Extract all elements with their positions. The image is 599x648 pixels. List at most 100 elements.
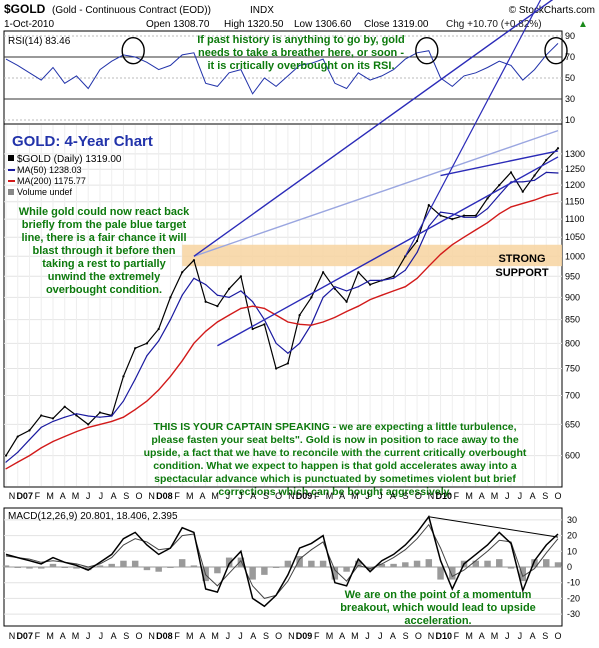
ma200-point bbox=[357, 305, 359, 307]
rsi-panel: 90 70 50 30 10 RSI(14) 83.46 If past history… bbox=[3, 30, 575, 125]
macd-histogram-bar bbox=[143, 567, 151, 571]
macd-panel: 30 20 10 0 -10 -20 -30 MACD(12,26,9) 20.801, 1… bbox=[2, 507, 580, 627]
left-note-line-7: overbought condition. bbox=[46, 284, 162, 296]
bottom-note-line-3: upside, a fact that we have to reconcile… bbox=[144, 447, 527, 459]
x-axis-label-macd: J bbox=[99, 631, 104, 641]
ma50-point bbox=[357, 286, 359, 288]
header-low: Low 1306.60 bbox=[294, 19, 352, 30]
ma200-point bbox=[381, 294, 383, 296]
ma50-point bbox=[99, 416, 101, 418]
bottom-note-line-2: please fasten your seat belts". Gold is … bbox=[151, 434, 518, 446]
price-point bbox=[16, 435, 19, 438]
ma200-point bbox=[510, 206, 512, 208]
x-axis-label-price: M bbox=[186, 491, 194, 501]
support-label-line-1: STRONG bbox=[498, 253, 545, 265]
x-axis-label-macd: D07 bbox=[16, 631, 33, 641]
ma200-line bbox=[5, 192, 559, 470]
ma50-point bbox=[475, 216, 477, 218]
price-tick-label: 600 bbox=[565, 451, 580, 461]
ma50-point bbox=[404, 269, 406, 271]
ma200-point bbox=[240, 307, 242, 309]
x-axis-label-price: O bbox=[554, 491, 561, 501]
price-point bbox=[310, 296, 313, 299]
macd-tick-label: -20 bbox=[567, 593, 580, 603]
ma50-point bbox=[369, 279, 371, 282]
x-axis-label-macd: D08 bbox=[156, 631, 173, 641]
price-point bbox=[415, 239, 419, 243]
x-axis-label-price: O bbox=[135, 491, 142, 501]
x-axis-label-price: A bbox=[479, 491, 485, 501]
macd-histogram bbox=[2, 556, 562, 582]
ma200-point bbox=[428, 265, 430, 267]
ma200-point bbox=[557, 192, 559, 194]
price-point bbox=[486, 197, 489, 200]
left-note-line-3: line, there is a fair chance it will bbox=[21, 232, 186, 244]
ma50-point bbox=[322, 296, 324, 298]
rsi-label: RSI(14) 83.46 bbox=[8, 36, 71, 47]
x-axis-label-price: A bbox=[60, 491, 66, 501]
macd-histogram-bar bbox=[507, 567, 515, 569]
macd-histogram-bar bbox=[155, 567, 162, 572]
price-point bbox=[556, 147, 560, 150]
ma200-point bbox=[52, 440, 54, 443]
ma200-point bbox=[299, 323, 301, 325]
x-axis-label-price: S bbox=[403, 491, 409, 501]
macd-histogram-bar bbox=[449, 567, 456, 580]
price-point bbox=[333, 287, 336, 290]
ma50-point bbox=[205, 283, 207, 286]
ma200-point bbox=[545, 195, 547, 197]
macd-histogram-bar bbox=[472, 560, 480, 567]
ma200-point bbox=[486, 222, 489, 224]
price-point bbox=[145, 342, 149, 345]
price-tick-label: 900 bbox=[565, 292, 580, 302]
target-line bbox=[193, 129, 559, 257]
ma200-point bbox=[122, 416, 125, 418]
price-point bbox=[169, 296, 172, 299]
x-axis-label-macd: M bbox=[72, 631, 80, 641]
macd-histogram-bar bbox=[425, 559, 433, 567]
x-axis-label-macd: S bbox=[263, 631, 269, 641]
legend-ma50: MA(50) 1238.03 bbox=[17, 165, 82, 175]
macd-histogram-bar bbox=[308, 560, 315, 567]
x-axis-label-price: O bbox=[275, 491, 282, 501]
price-point bbox=[427, 204, 430, 207]
macd-trendline bbox=[428, 516, 559, 538]
rsi-overbought-markers bbox=[121, 37, 568, 65]
macd-histogram-bar bbox=[178, 559, 186, 567]
x-axis-label-price: N bbox=[428, 491, 435, 501]
ma200-point bbox=[310, 324, 312, 326]
price-point bbox=[228, 287, 231, 290]
ma200-point bbox=[345, 310, 348, 313]
x-axis-label-macd: M bbox=[465, 631, 473, 641]
ma50-point bbox=[240, 290, 242, 292]
ma50-point bbox=[392, 277, 395, 279]
macd-grid bbox=[4, 519, 562, 615]
x-axis-label-price: S bbox=[542, 491, 548, 501]
ma50-point bbox=[533, 179, 536, 181]
header-date: 1-Oct-2010 bbox=[4, 19, 54, 30]
x-axis-label-macd: M bbox=[326, 631, 334, 641]
ma50-point bbox=[146, 355, 148, 357]
x-axis-label-macd: A bbox=[390, 631, 396, 641]
macd-histogram-bar bbox=[167, 567, 174, 568]
price-point bbox=[181, 271, 184, 274]
price-point bbox=[216, 305, 219, 308]
price-point bbox=[474, 214, 477, 217]
x-axis-label-price: J bbox=[505, 491, 510, 501]
chart-header: $GOLD (Gold - Continuous Contract (EOD))… bbox=[4, 2, 595, 30]
macd-histogram-bar bbox=[531, 559, 538, 567]
price-grid bbox=[4, 125, 562, 486]
x-axis-label-macd: J bbox=[86, 631, 91, 641]
macd-note-line-1: We are on the point of a momentum bbox=[345, 589, 532, 601]
price-point bbox=[286, 362, 289, 365]
ma200-point bbox=[28, 454, 31, 457]
macd-histogram-bar bbox=[225, 557, 233, 567]
ma50-point bbox=[52, 420, 54, 422]
ma50-point bbox=[134, 378, 136, 380]
macd-note-line-2: breakout, which would lead to upside bbox=[340, 602, 536, 614]
ma200-point bbox=[5, 468, 7, 470]
x-axis-label-price: A bbox=[111, 491, 117, 501]
x-axis-label-macd: M bbox=[491, 631, 499, 641]
chart-title: GOLD: 4-Year Chart bbox=[12, 133, 153, 150]
ma200-point bbox=[252, 305, 254, 307]
